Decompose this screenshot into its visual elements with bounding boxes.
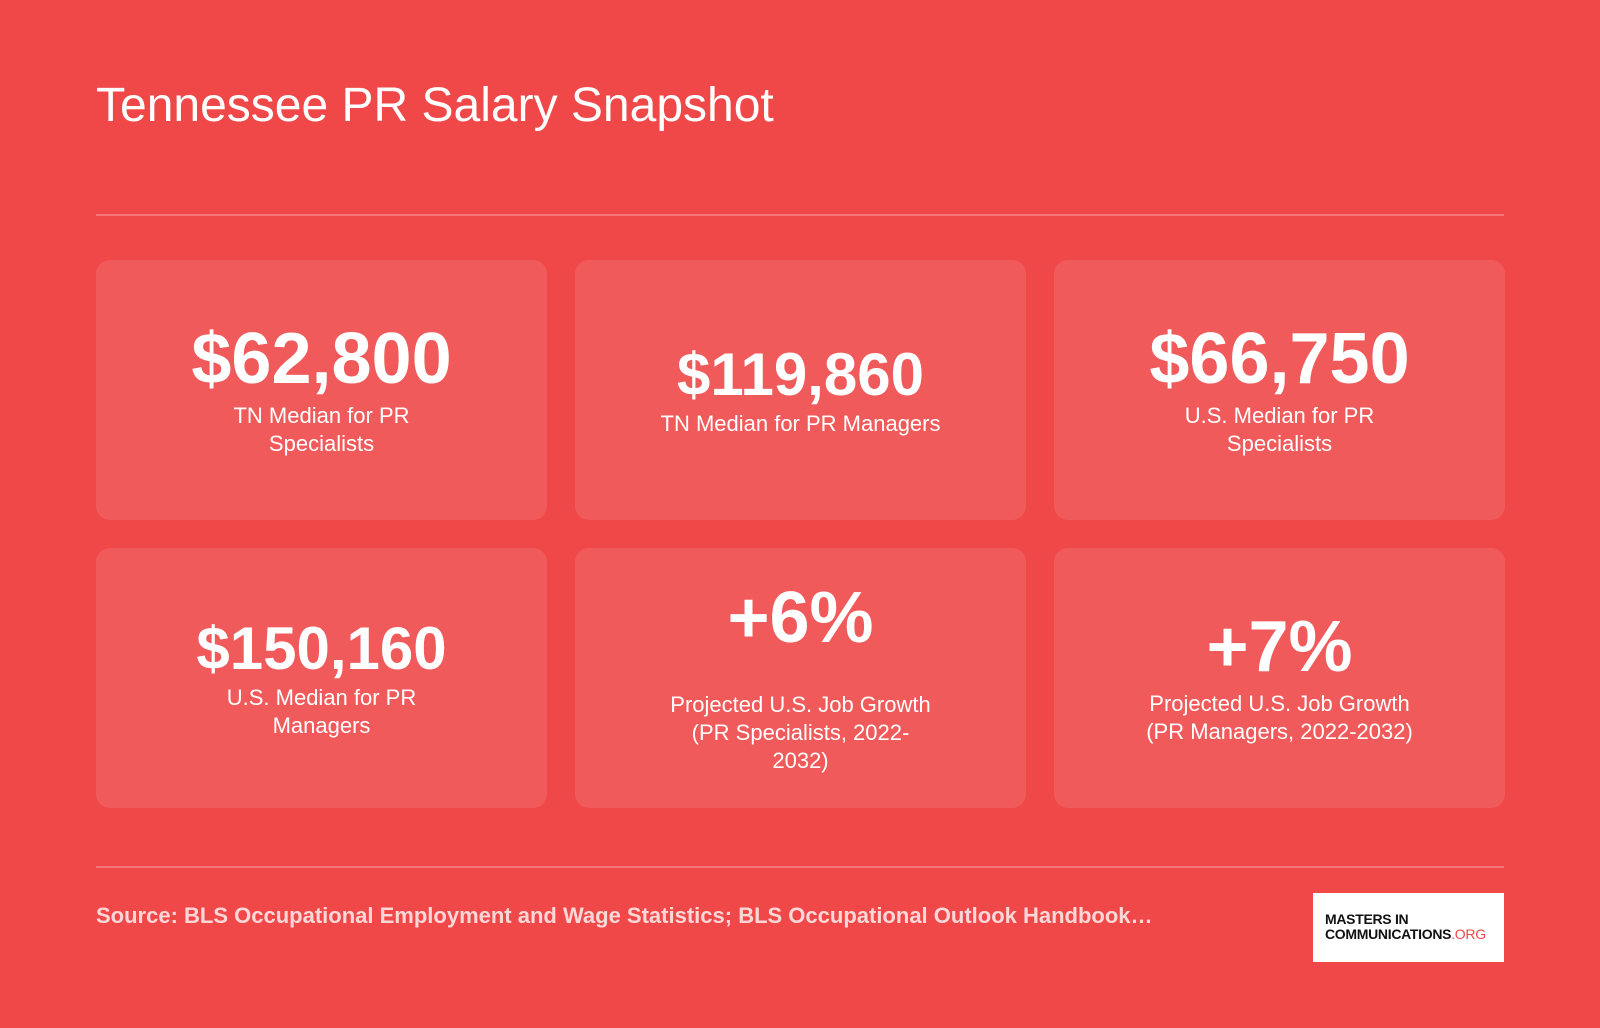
stat-card: $119,860 TN Median for PR Managers: [575, 260, 1026, 520]
stat-label: U.S. Median for PR Managers: [226, 684, 417, 738]
stat-card: $62,800 TN Median for PR Specialists: [96, 260, 547, 520]
brand-logo[interactable]: MASTERS IN COMMUNICATIONS.ORG: [1313, 893, 1504, 962]
source-note: Source: BLS Occupational Employment and …: [96, 903, 1153, 928]
stat-label: Projected U.S. Job Growth (PR Specialist…: [670, 691, 931, 773]
stat-card: $66,750 U.S. Median for PR Specialists: [1054, 260, 1505, 520]
stat-label: U.S. Median for PR Specialists: [1184, 402, 1375, 456]
page-title: Tennessee PR Salary Snapshot: [96, 79, 774, 132]
stat-value: +7%: [1206, 607, 1353, 688]
bottom-divider: [96, 866, 1504, 868]
stat-label: TN Median for PR Managers: [660, 410, 941, 436]
stat-card: +7% Projected U.S. Job Growth (PR Manage…: [1054, 548, 1505, 808]
stat-card: $150,160 U.S. Median for PR Managers: [96, 548, 547, 808]
stat-value: $66,750: [1149, 319, 1410, 400]
stat-label: TN Median for PR Specialists: [233, 402, 410, 456]
stat-value: $62,800: [191, 319, 452, 400]
logo-line-1: MASTERS IN: [1325, 911, 1409, 927]
logo-line-2: COMMUNICATIONS.ORG: [1325, 926, 1486, 942]
stat-card: +6% Projected U.S. Job Growth (PR Specia…: [575, 548, 1026, 808]
top-divider: [96, 214, 1504, 216]
stats-grid: $62,800 TN Median for PR Specialists $11…: [96, 260, 1505, 808]
stat-label: Projected U.S. Job Growth (PR Managers, …: [1146, 690, 1413, 744]
stat-value: $150,160: [196, 614, 447, 682]
stat-value: $119,860: [677, 340, 924, 408]
logo-suffix: .ORG: [1451, 926, 1486, 942]
stat-value: +6%: [727, 578, 874, 659]
